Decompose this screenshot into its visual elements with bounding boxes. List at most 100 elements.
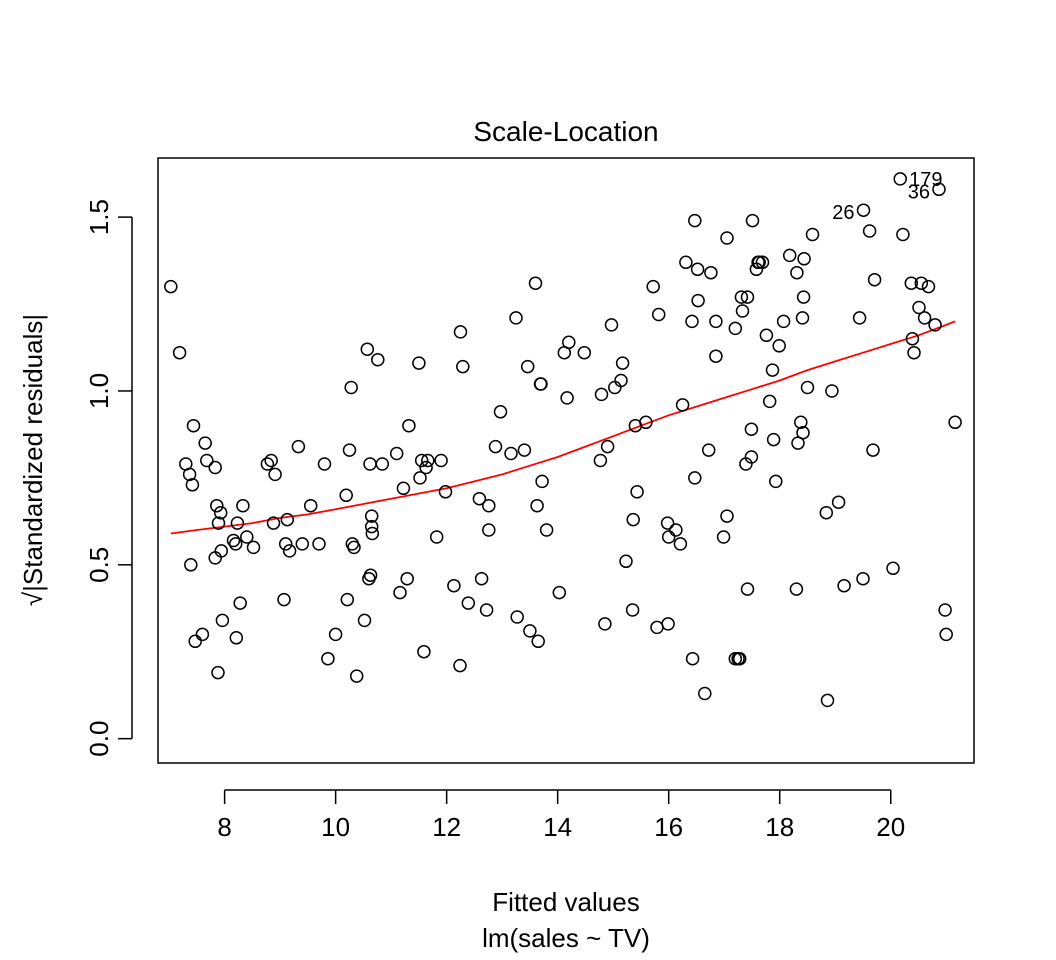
point-label: 36: [908, 181, 930, 203]
data-point: [800, 380, 815, 395]
data-point: [211, 516, 226, 530]
data-point: [604, 318, 619, 332]
x-axis-label: Fitted values: [492, 887, 639, 917]
data-point: [393, 585, 407, 600]
data-point: [339, 488, 353, 503]
data-point: [856, 203, 871, 217]
data-point: [357, 613, 372, 628]
data-point: [782, 248, 797, 263]
data-point: [456, 359, 470, 374]
data-point: [488, 439, 503, 454]
data-point: [744, 450, 759, 464]
data-point: [230, 516, 245, 530]
data-point: [619, 554, 633, 569]
data-point: [639, 415, 653, 430]
data-point: [363, 457, 377, 471]
data-point: [172, 345, 187, 360]
data-point: [928, 318, 942, 332]
data-point: [769, 474, 783, 489]
data-point: [630, 485, 644, 499]
data-point: [453, 658, 467, 673]
data-point: [185, 478, 200, 492]
data-point: [414, 453, 429, 468]
data-point: [328, 627, 343, 642]
data-point: [186, 418, 201, 433]
data-point: [600, 439, 615, 454]
data-point: [907, 345, 921, 360]
y-tick-label: 1.5: [84, 199, 114, 235]
data-point: [182, 467, 197, 482]
data-point: [796, 290, 811, 304]
data-point: [364, 519, 379, 534]
y-tick-label: 0.0: [84, 721, 114, 757]
data-point: [562, 335, 576, 350]
x-axis: 8 10 12 14 16 18 20: [217, 789, 905, 842]
data-point: [493, 405, 508, 419]
data-point: [340, 592, 355, 607]
data-point: [805, 227, 820, 242]
chart-title: Scale-Location: [473, 116, 658, 147]
data-point: [429, 530, 444, 544]
data-point: [728, 321, 743, 336]
data-point: [535, 474, 549, 489]
data-point: [482, 523, 496, 537]
data-point: [867, 272, 882, 287]
data-point: [744, 422, 759, 436]
data-point: [509, 311, 523, 325]
data-point: [688, 471, 702, 485]
data-point: [679, 255, 693, 270]
data-point: [825, 384, 839, 398]
data-point: [447, 578, 461, 593]
data-point: [893, 172, 907, 186]
data-point: [921, 279, 936, 294]
data-point: [598, 617, 612, 631]
x-tick-label: 16: [654, 812, 683, 842]
data-point: [461, 596, 476, 610]
data-point: [688, 213, 702, 228]
data-point: [772, 339, 786, 353]
data-point: [303, 498, 318, 513]
data-point: [765, 363, 780, 377]
data-point: [342, 443, 357, 457]
data-point: [685, 314, 699, 329]
data-point: [402, 418, 416, 433]
data-point: [474, 571, 489, 586]
data-point: [776, 314, 791, 329]
data-point: [790, 265, 804, 280]
data-point: [479, 603, 494, 617]
x-tick-label: 12: [432, 812, 461, 842]
data-point: [552, 585, 567, 600]
data-point: [400, 571, 414, 586]
data-point: [360, 342, 375, 356]
data-point: [732, 651, 747, 666]
data-point: [210, 498, 224, 513]
data-point: [917, 311, 932, 325]
data-point: [896, 227, 910, 242]
data-point: [661, 530, 676, 544]
data-point: [504, 446, 518, 461]
data-point: [266, 516, 281, 530]
data-point: [412, 356, 426, 370]
data-point: [375, 457, 390, 471]
data-point: [215, 613, 230, 628]
x-tick-label: 18: [765, 812, 794, 842]
data-point: [939, 627, 953, 642]
data-point: [417, 644, 431, 659]
data-point: [691, 293, 705, 308]
data-point: [233, 596, 247, 610]
data-point: [831, 495, 846, 509]
data-point: [932, 182, 946, 197]
data-point: [396, 481, 411, 496]
points-layer: [164, 172, 962, 708]
data-point: [789, 582, 804, 596]
data-point: [651, 307, 666, 322]
data-point: [517, 443, 532, 457]
data-point: [740, 582, 755, 596]
data-point: [701, 443, 716, 457]
data-point: [321, 651, 335, 666]
data-point: [755, 255, 770, 270]
y-axis: 0.0 0.5 1.0 1.5: [84, 199, 133, 757]
data-point: [905, 332, 920, 346]
data-point: [280, 512, 295, 527]
